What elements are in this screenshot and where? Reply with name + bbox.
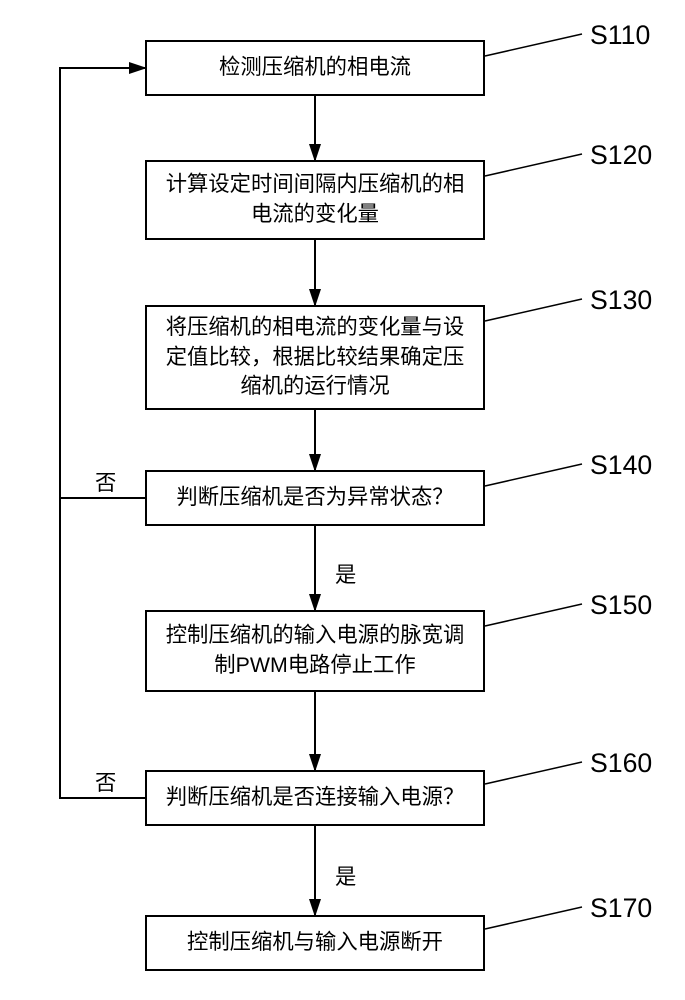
flow-node-text: 判断压缩机是否为异常状态？ [176, 483, 453, 513]
step-label-s110: S110 [590, 20, 650, 51]
flowchart-canvas: 检测压缩机的相电流计算设定时间间隔内压缩机的相电流的变化量将压缩机的相电流的变化… [0, 0, 685, 1000]
edge-label-s110-s110 [485, 34, 582, 56]
flow-node-s120: 计算设定时间间隔内压缩机的相电流的变化量 [145, 160, 485, 240]
edge-label: 否 [95, 766, 116, 797]
edge-label: 否 [95, 466, 116, 497]
edge-label-s150-s150 [485, 604, 582, 626]
flow-node-s140: 判断压缩机是否为异常状态？ [145, 470, 485, 526]
step-label-s130: S130 [590, 285, 652, 316]
flow-node-text: 控制压缩机的输入电源的脉宽调制PWM电路停止工作 [157, 621, 473, 681]
flow-node-s160: 判断压缩机是否连接输入电源？ [145, 770, 485, 826]
edge-label-s120-s120 [485, 154, 582, 176]
flow-node-s150: 控制压缩机的输入电源的脉宽调制PWM电路停止工作 [145, 610, 485, 692]
edge-label-s130-s130 [485, 299, 582, 321]
flow-node-s170: 控制压缩机与输入电源断开 [145, 915, 485, 971]
flow-node-text: 检测压缩机的相电流 [219, 53, 411, 83]
step-label-s150: S150 [590, 590, 652, 621]
step-label-s160: S160 [590, 748, 652, 779]
step-label-s170: S170 [590, 893, 652, 924]
flow-node-s130: 将压缩机的相电流的变化量与设定值比较，根据比较结果确定压缩机的运行情况 [145, 305, 485, 410]
edge-s160-s110 [60, 68, 145, 798]
step-label-s120: S120 [590, 140, 652, 171]
flow-node-text: 计算设定时间间隔内压缩机的相电流的变化量 [157, 170, 473, 230]
flow-node-text: 控制压缩机与输入电源断开 [187, 928, 443, 958]
edge-label: 是 [335, 558, 356, 589]
edge-s140-s110 [60, 68, 145, 498]
edge-label: 是 [335, 860, 356, 891]
flow-node-text: 将压缩机的相电流的变化量与设定值比较，根据比较结果确定压缩机的运行情况 [157, 313, 473, 403]
edge-label-s140-s140 [485, 464, 582, 486]
flow-node-text: 判断压缩机是否连接输入电源？ [166, 783, 465, 813]
edge-label-s160-s160 [485, 762, 582, 784]
step-label-s140: S140 [590, 450, 652, 481]
flow-node-s110: 检测压缩机的相电流 [145, 40, 485, 96]
edge-label-s170-s170 [485, 907, 582, 929]
